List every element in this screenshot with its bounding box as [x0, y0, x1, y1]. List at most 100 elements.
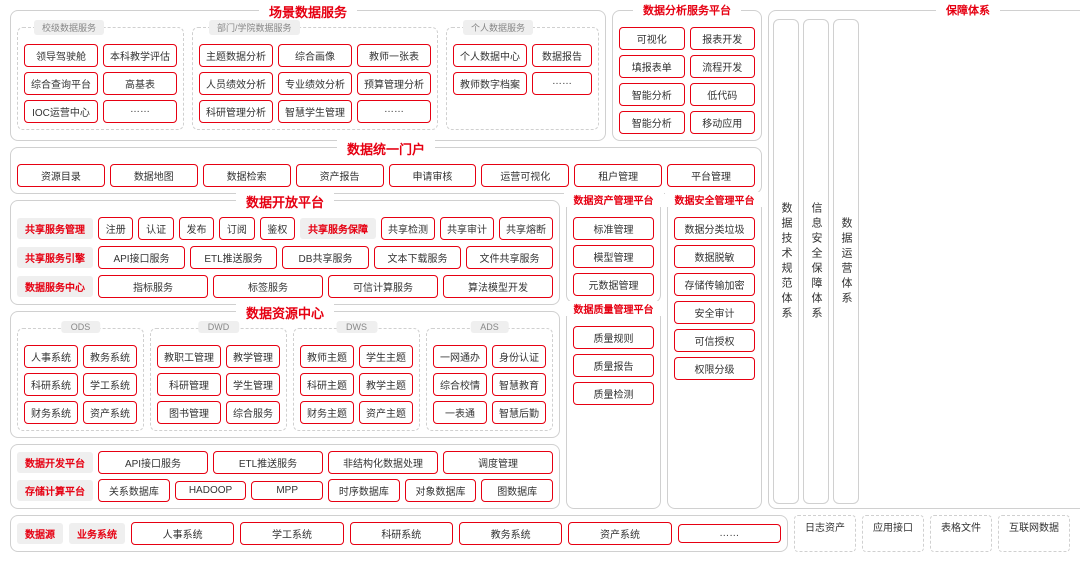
cell: 教学主题	[359, 373, 413, 396]
cell: 调度管理	[443, 451, 553, 474]
cell: 数据脱敏	[674, 245, 755, 268]
cell: 数据地图	[110, 164, 198, 187]
extra: 应用接口	[862, 515, 924, 552]
cell: 智能分析	[619, 83, 685, 106]
cell: ……	[532, 72, 592, 95]
architecture-diagram: 场景数据服务 校级数据服务 领导驾驶舱 本科教学评估 综合查询平台 高基表 IO…	[10, 10, 1070, 509]
cell: 主题数据分析	[199, 44, 273, 67]
cell: 时序数据库	[328, 479, 400, 502]
cell: 算法模型开发	[443, 275, 553, 298]
source-row: 数据源 业务系统 人事系统 学工系统 科研系统 教务系统 资产系统 …… 日志资…	[10, 515, 1070, 552]
cell: HADOOP	[175, 481, 247, 500]
cell: API接口服务	[98, 246, 185, 269]
cell: 资产系统	[568, 522, 671, 545]
cell: 教务系统	[459, 522, 562, 545]
cell: 共享检测	[381, 217, 435, 240]
cell: 一网通办	[433, 345, 487, 368]
cell: 智能分析	[619, 111, 685, 134]
cell: 领导驾驶舱	[24, 44, 98, 67]
cell: ……	[103, 100, 177, 123]
cell: 文本下载服务	[374, 246, 461, 269]
cell: 高基表	[103, 72, 177, 95]
cell: 专业绩效分析	[278, 72, 352, 95]
extra: 日志资产	[794, 515, 856, 552]
cell: 共享审计	[440, 217, 494, 240]
cell: 教师一张表	[357, 44, 431, 67]
cell: 标签服务	[213, 275, 323, 298]
cell: 指标服务	[98, 275, 208, 298]
dev-panel: 数据开发平台 API接口服务 ETL推送服务 非结构化数据处理 调度管理 存储计…	[10, 444, 560, 509]
cell: ……	[678, 524, 781, 543]
assurance-panel: 保障体系 数据技术规范体系 信息安全保障体系 数据运营体系	[768, 10, 1080, 509]
cell: 教务系统	[83, 345, 137, 368]
cell: 图数据库	[481, 479, 553, 502]
dws-group: DWS 教师主题 学生主题 科研主题 教学主题 财务主题 资产主题	[293, 328, 420, 431]
cell: 教职工管理	[157, 345, 221, 368]
cell: 共享熔断	[499, 217, 553, 240]
cell: 标准管理	[573, 217, 654, 240]
cell: 资源目录	[17, 164, 105, 187]
cell: 人事系统	[24, 345, 78, 368]
asset-panel: 数据资产管理平台 标准管理 模型管理 元数据管理	[566, 200, 661, 303]
cell: 权限分级	[674, 357, 755, 380]
cell: 关系数据库	[98, 479, 170, 502]
cell: DB共享服务	[282, 246, 369, 269]
cell: 运营可视化	[481, 164, 569, 187]
cell: 综合校情	[433, 373, 487, 396]
security-panel: 数据安全管理平台 数据分类垃圾 数据脱敏 存储传输加密 安全审计 可信授权 权限…	[667, 200, 762, 509]
cell: 低代码	[690, 83, 756, 106]
label: 共享服务引擎	[17, 247, 93, 268]
cell: 元数据管理	[573, 273, 654, 296]
cell: 数据检索	[203, 164, 291, 187]
cell: 租户管理	[574, 164, 662, 187]
quality-panel: 数据质量管理平台 质量规则 质量报告 质量检测	[566, 309, 661, 509]
extra: 表格文件	[930, 515, 992, 552]
vcol: 数据运营体系	[833, 19, 859, 504]
cell: 发布	[179, 217, 214, 240]
vcol: 信息安全保障体系	[803, 19, 829, 504]
cell: 文件共享服务	[466, 246, 553, 269]
label: 共享服务管理	[17, 218, 93, 239]
cell: 财务系统	[24, 401, 78, 424]
cell: 填报表单	[619, 55, 685, 78]
cell: 学生主题	[359, 345, 413, 368]
cell: 质量检测	[573, 382, 654, 405]
cell: 一表通	[433, 401, 487, 424]
source-panel: 数据源 业务系统 人事系统 学工系统 科研系统 教务系统 资产系统 ……	[10, 515, 788, 552]
cell: 订阅	[219, 217, 254, 240]
cell: 科研主题	[300, 373, 354, 396]
cell: 质量报告	[573, 354, 654, 377]
label: 数据源	[17, 523, 63, 544]
cell: 综合服务	[226, 401, 280, 424]
scene-group1: 校级数据服务 领导驾驶舱 本科教学评估 综合查询平台 高基表 IOC运营中心 ……	[17, 27, 184, 130]
cell: 科研管理	[157, 373, 221, 396]
cell: 模型管理	[573, 245, 654, 268]
cell: 人员绩效分析	[199, 72, 273, 95]
cell: 本科教学评估	[103, 44, 177, 67]
cell: 图书管理	[157, 401, 221, 424]
cell: 学工系统	[240, 522, 343, 545]
cell: 数据分类垃圾	[674, 217, 755, 240]
cell: 科研管理分析	[199, 100, 273, 123]
analysis-panel: 数据分析服务平台 可视化 报表开发 填报表单 流程开发 智能分析 低代码 智能分…	[612, 10, 762, 141]
portal-panel: 数据统一门户 资源目录 数据地图 数据检索 资产报告 申请审核 运营可视化 租户…	[10, 147, 762, 194]
cell: 科研系统	[24, 373, 78, 396]
label: 共享服务保障	[300, 218, 376, 239]
cell: 综合画像	[278, 44, 352, 67]
ads-group: ADS 一网通办 身份认证 综合校情 智慧教育 一表通 智慧后勤	[426, 328, 553, 431]
cell: MPP	[251, 481, 323, 500]
cell: 对象数据库	[405, 479, 477, 502]
cell: 存储传输加密	[674, 273, 755, 296]
ods-group: ODS 人事系统 教务系统 科研系统 学工系统 财务系统 资产系统	[17, 328, 144, 431]
cell: 资产系统	[83, 401, 137, 424]
cell: 教学管理	[226, 345, 280, 368]
cell: 鉴权	[260, 217, 295, 240]
scene-panel: 场景数据服务 校级数据服务 领导驾驶舱 本科教学评估 综合查询平台 高基表 IO…	[10, 10, 606, 141]
cell: 财务主题	[300, 401, 354, 424]
open-panel: 数据开放平台 共享服务管理 注册 认证 发布 订阅 鉴权 共享服务保障 共享检测…	[10, 200, 560, 305]
cell: 报表开发	[690, 27, 756, 50]
cell: 流程开发	[690, 55, 756, 78]
dwd-group: DWD 教职工管理 教学管理 科研管理 学生管理 图书管理 综合服务	[150, 328, 287, 431]
scene-group2: 部门/学院数据服务 主题数据分析 综合画像 教师一张表 人员绩效分析 专业绩效分…	[192, 27, 438, 130]
scene-group3: 个人数据服务 个人数据中心 数据报告 教师数字档案 ……	[446, 27, 599, 130]
